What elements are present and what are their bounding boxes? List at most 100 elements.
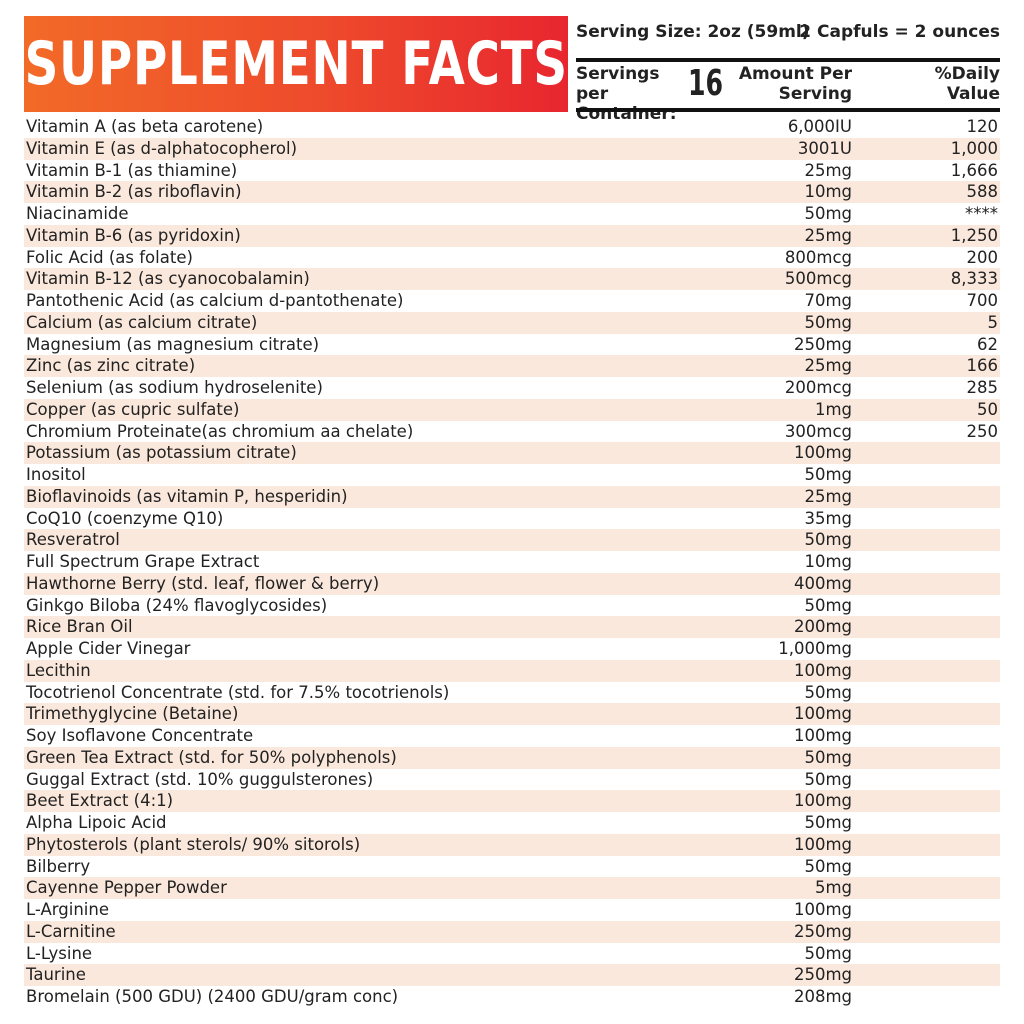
ingredient-daily-value: 588 xyxy=(966,182,999,202)
table-row: Cayenne Pepper Powder 5mg xyxy=(24,877,1000,899)
table-row: Beet Extract (4:1) 100mg xyxy=(24,790,1000,812)
ingredient-name: Soy Isoflavone Concentrate xyxy=(26,726,254,745)
ingredient-daily-value: 8,333 xyxy=(950,269,998,289)
ingredient-daily-value: **** xyxy=(965,204,998,223)
table-row: Niacinamide 50mg **** xyxy=(24,203,1000,225)
ingredient-name: L-Lysine xyxy=(26,943,93,963)
ingredient-amount: 25mg xyxy=(804,486,852,506)
ingredient-name: L-Arginine xyxy=(26,900,109,919)
ingredient-name: Apple Cider Vinegar xyxy=(26,639,191,658)
ingredient-name: Zinc (as zinc citrate) xyxy=(26,356,196,376)
table-row: Vitamin E (as d-alphatocopherol) 3001U 1,0… xyxy=(24,137,1000,160)
table-row: L-Arginine 100mg xyxy=(24,899,1000,921)
table-row: Alpha Lipoic Acid 50mg xyxy=(24,812,1000,834)
ingredient-name: Green Tea Extract (std. for 50% polyphen… xyxy=(26,747,397,767)
ingredient-amount: 100mg xyxy=(793,660,852,680)
ingredient-daily-value: 700 xyxy=(966,291,999,310)
ingredient-amount: 35mg xyxy=(804,508,852,528)
table-row: Bromelain (500 GDU) (2400 GDU/gram conc)… xyxy=(24,986,1000,1008)
table-row: Pantothenic Acid (as calcium d-pantothen… xyxy=(24,290,1000,312)
capfuls-note: 2 Capfuls = 2 ounces xyxy=(799,22,1000,42)
ingredient-name: Copper (as cupric sulfate) xyxy=(26,399,240,419)
table-row: Zinc (as zinc citrate) 25mg 166 xyxy=(24,355,1000,377)
ingredient-name: Full Spectrum Grape Extract xyxy=(26,552,260,571)
ingredient-amount: 100mg xyxy=(793,443,852,463)
table-row: Vitamin B-1 (as thiamine) 25mg 1,666 xyxy=(24,160,1000,182)
table-row: Vitamin B-6 (as pyridoxin) 25mg 1,250 xyxy=(24,224,1000,247)
ingredient-amount: 6,000IU xyxy=(787,117,852,136)
table-row: Tocotrienol Concentrate (std. for 7.5% t… xyxy=(24,682,1000,704)
ingredient-amount: 50mg xyxy=(804,856,852,876)
ingredient-name: Bioflavinoids (as vitamin P, hesperidin) xyxy=(26,486,348,506)
ingredient-name: Vitamin B-6 (as pyridoxin) xyxy=(26,225,241,245)
ingredient-daily-value: 166 xyxy=(966,356,999,376)
table-row: Potassium (as potassium citrate) 100mg xyxy=(24,442,1000,464)
ingredient-name: Hawthorne Berry (std. leaf, flower & ber… xyxy=(26,573,380,593)
ingredient-name: Inositol xyxy=(26,465,86,484)
ingredient-amount: 1mg xyxy=(814,399,852,419)
table-top-rule xyxy=(576,108,1000,112)
ingredient-amount: 200mg xyxy=(793,617,852,637)
ingredient-daily-value: 1,250 xyxy=(950,225,998,245)
ingredient-name: Selenium (as sodium hydroselenite) xyxy=(26,378,323,397)
ingredient-amount: 800mcg xyxy=(784,247,852,267)
table-row: Rice Bran Oil 200mg xyxy=(24,616,1000,638)
ingredient-name: Lecithin xyxy=(26,660,91,680)
ingredient-name: Rice Bran Oil xyxy=(26,617,133,637)
table-row: Vitamin A (as beta carotene) 6,000IU 120 xyxy=(24,116,1000,138)
table-row: L-Lysine 50mg xyxy=(24,943,1000,965)
page-title: SUPPLEMENT FACTS xyxy=(24,29,568,99)
header-divider xyxy=(576,58,1000,62)
ingredient-amount: 100mg xyxy=(793,900,852,919)
table-row: Taurine 250mg xyxy=(24,964,1000,986)
table-row: Selenium (as sodium hydroselenite) 200mcg… xyxy=(24,377,1000,399)
table-row: Lecithin 100mg xyxy=(24,659,1000,682)
ingredient-name: Alpha Lipoic Acid xyxy=(26,813,167,832)
servings-per-container-value: 16 xyxy=(688,63,724,104)
serving-size: Serving Size: 2oz (59ml) xyxy=(576,22,810,42)
ingredient-amount: 25mg xyxy=(804,356,852,376)
ingredients-table: Vitamin A (as beta carotene) 6,000IU 120 Vi… xyxy=(24,116,1000,1008)
ingredient-daily-value: 50 xyxy=(977,399,998,419)
table-row: Hawthorne Berry (std. leaf, flower & ber… xyxy=(24,572,1000,595)
ingredient-amount: 50mg xyxy=(804,813,852,832)
ingredient-name: Bilberry xyxy=(26,856,91,876)
ingredient-name: L-Carnitine xyxy=(26,921,116,941)
ingredient-amount: 50mg xyxy=(804,682,852,702)
ingredient-name: CoQ10 (coenzyme Q10) xyxy=(26,508,224,528)
ingredient-amount: 70mg xyxy=(804,291,852,310)
table-row: Calcium (as calcium citrate) 50mg 5 xyxy=(24,311,1000,334)
table-row: Ginkgo Biloba (24% flavoglycosides) 50mg xyxy=(24,595,1000,617)
ingredient-amount: 50mg xyxy=(804,312,852,332)
table-row: Vitamin B-12 (as cyanocobalamin) 500mcg 8,… xyxy=(24,268,1000,290)
amount-per-serving-heading: Amount Per Serving xyxy=(738,64,852,104)
table-row: Guggal Extract (std. 10% guggulsterones)… xyxy=(24,769,1000,791)
ingredient-amount: 208mg xyxy=(793,987,852,1006)
ingredient-name: Vitamin A (as beta carotene) xyxy=(26,117,264,136)
ingredient-amount: 10mg xyxy=(804,552,852,571)
ingredient-name: Pantothenic Acid (as calcium d-pantothen… xyxy=(26,291,404,310)
ingredient-name: Magnesium (as magnesium citrate) xyxy=(26,334,320,354)
table-row: Phytosterols (plant sterols/ 90% sitorol… xyxy=(24,833,1000,856)
ingredient-amount: 25mg xyxy=(804,225,852,245)
ingredient-amount: 500mcg xyxy=(784,269,852,289)
ingredient-daily-value: 200 xyxy=(966,247,999,267)
table-row: Trimethyglycine (Betaine) 100mg xyxy=(24,703,1000,725)
ingredient-amount: 50mg xyxy=(804,595,852,615)
ingredient-name: Phytosterols (plant sterols/ 90% sitorol… xyxy=(26,834,361,854)
ingredient-amount: 100mg xyxy=(793,726,852,745)
ingredient-name: Vitamin B-1 (as thiamine) xyxy=(26,160,238,180)
ingredient-amount: 250mg xyxy=(793,965,852,985)
ingredient-amount: 1,000mg xyxy=(778,639,852,658)
table-row: Copper (as cupric sulfate) 1mg 50 xyxy=(24,398,1000,421)
facts-header: Serving Size: 2oz (59ml) 2 Capfuls = 2 o… xyxy=(576,16,1000,124)
table-row: CoQ10 (coenzyme Q10) 35mg xyxy=(24,508,1000,530)
ingredient-name: Bromelain (500 GDU) (2400 GDU/gram conc) xyxy=(26,987,399,1006)
ingredient-daily-value: 1,000 xyxy=(950,138,998,158)
ingredient-amount: 50mg xyxy=(804,747,852,767)
table-row: Magnesium (as magnesium citrate) 250mg 62 xyxy=(24,334,1000,356)
ingredient-amount: 10mg xyxy=(804,182,852,202)
ingredient-daily-value: 120 xyxy=(966,117,999,136)
ingredient-amount: 100mg xyxy=(793,834,852,854)
ingredient-amount: 300mcg xyxy=(784,421,852,441)
